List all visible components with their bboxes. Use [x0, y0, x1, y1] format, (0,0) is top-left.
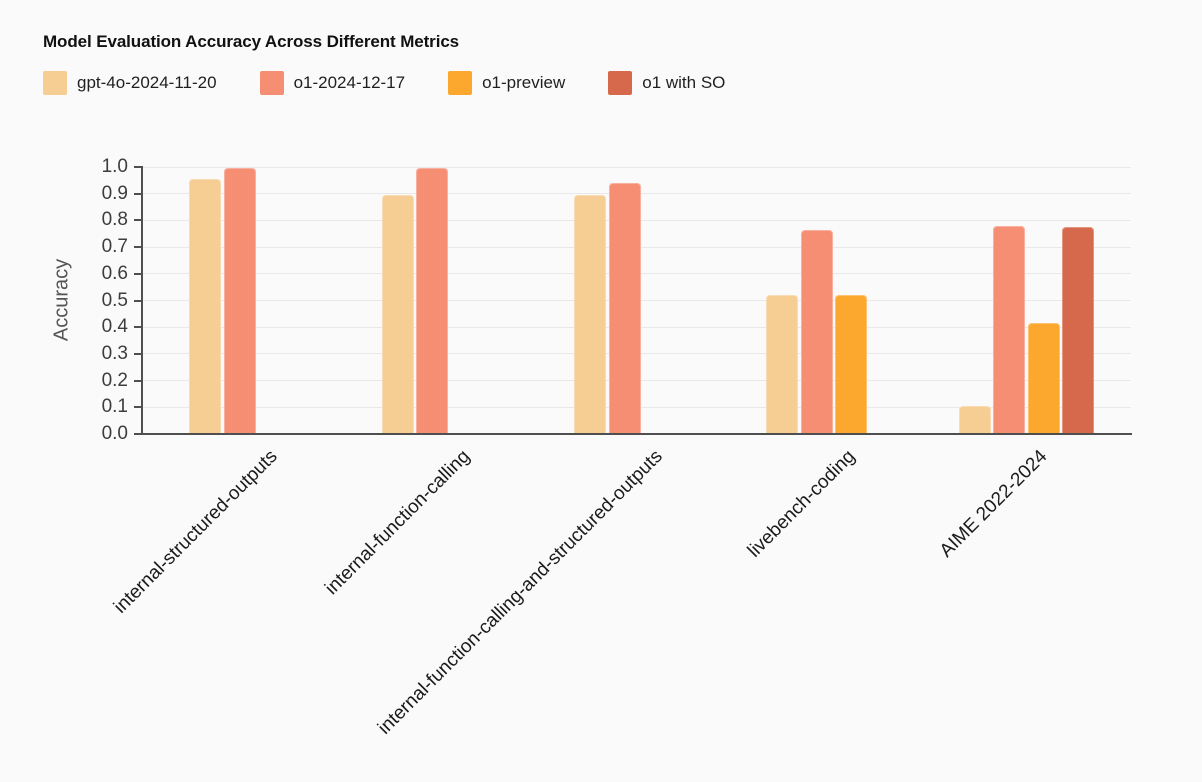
legend-label: gpt-4o-2024-11-20 — [77, 73, 217, 92]
bar-gpt-4o-2024-11-20-c1 — [381, 195, 414, 434]
y-tick-label: 0.5 — [101, 289, 128, 311]
legend-item: o1-2024-12-17 — [259, 71, 406, 95]
y-tick-label: 0.3 — [101, 342, 128, 364]
y-tick-mark — [134, 219, 143, 222]
y-tick-label: 1.0 — [101, 156, 128, 177]
y-tick-label: 0.7 — [101, 236, 128, 258]
y-tick-mark — [134, 246, 143, 249]
bar-gpt-4o-2024-11-20-c4 — [958, 405, 991, 434]
y-tick-mark — [134, 406, 143, 409]
chart-title: Model Evaluation Accuracy Across Differe… — [43, 32, 460, 51]
x-category-label: internal-structured-outputs — [110, 446, 282, 618]
legend-swatch-icon — [448, 71, 473, 95]
y-tick-label: 0.2 — [101, 369, 128, 391]
legend-swatch-icon — [43, 71, 67, 95]
bar-o1-preview-c3 — [835, 295, 868, 434]
legend-swatch-icon — [259, 71, 284, 95]
legend-label: o1-2024-12-17 — [293, 73, 406, 92]
y-tick-mark — [134, 326, 143, 329]
y-axis-line — [141, 166, 143, 435]
x-category-label: livebench-coding — [743, 446, 860, 562]
bar-o1-2024-12-17-c4 — [993, 225, 1026, 434]
bar-o1-2024-12-17-c2 — [608, 183, 641, 434]
x-axis-line — [143, 432, 1132, 436]
legend-label: o1-preview — [482, 73, 566, 92]
x-category-label: internal-function-calling — [321, 446, 475, 600]
y-tick-label: 0.1 — [101, 396, 128, 418]
y-tick-mark — [134, 379, 143, 382]
legend-label: o1 with SO — [642, 73, 726, 92]
x-category-label: AIME 2022-2024 — [935, 446, 1052, 562]
y-tick-label: 0.0 — [101, 423, 128, 444]
bar-gpt-4o-2024-11-20-c3 — [766, 295, 799, 434]
y-tick-label: 0.8 — [101, 209, 128, 231]
legend-item: o1 with SO — [608, 71, 725, 95]
y-tick-mark — [134, 299, 143, 302]
legend-swatch-icon — [608, 71, 633, 95]
y-tick-mark — [134, 272, 143, 275]
gridline — [143, 166, 1131, 168]
chart-legend: gpt-4o-2024-11-20 o1-2024-12-17 o1-preview… — [43, 71, 725, 95]
bar-gpt-4o-2024-11-20-c2 — [574, 195, 607, 434]
bar-o1-preview-c4 — [1027, 323, 1060, 434]
legend-item: o1-preview — [448, 71, 565, 95]
bar-o1-2024-12-17-c0 — [223, 168, 256, 434]
y-tick-mark — [134, 166, 143, 168]
legend-item: gpt-4o-2024-11-20 — [43, 71, 217, 95]
y-tick-label: 0.6 — [101, 262, 128, 284]
bar-o1-2024-12-17-c1 — [416, 168, 449, 434]
bar-o1-2024-12-17-c3 — [800, 229, 833, 434]
y-tick-label: 0.9 — [101, 182, 128, 204]
bar-o1-with-so-c4 — [1062, 227, 1095, 434]
y-tick-mark — [134, 352, 143, 355]
y-tick-mark — [134, 192, 143, 195]
y-tick-mark — [134, 433, 143, 435]
bar-gpt-4o-2024-11-20-c0 — [189, 179, 222, 434]
y-tick-label: 0.4 — [101, 316, 128, 338]
